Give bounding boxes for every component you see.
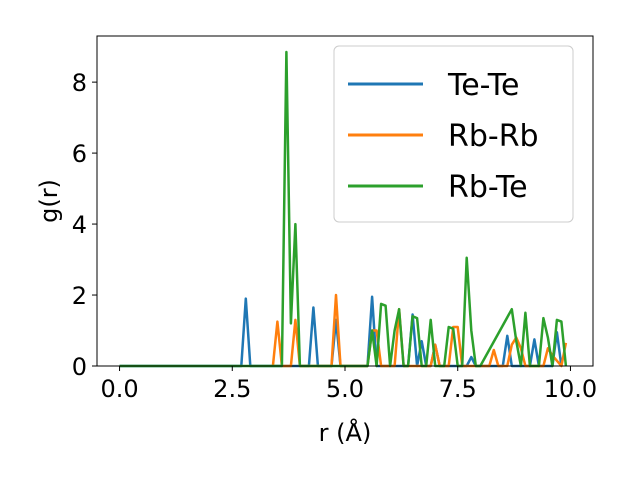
x-tick-label: 0.0 — [100, 375, 138, 403]
legend: Te-Te Rb-Rb Rb-Te — [333, 45, 574, 223]
y-tick-label: 6 — [72, 140, 87, 168]
y-tick-label: 4 — [72, 211, 87, 239]
legend-box — [333, 45, 574, 223]
legend-label: Rb-Te — [448, 170, 528, 205]
x-axis-label: r (Å) — [319, 418, 372, 447]
y-tick-label: 0 — [72, 353, 87, 381]
x-tick-label: 2.5 — [213, 375, 251, 403]
x-tick-label: 7.5 — [439, 375, 477, 403]
y-tick-label: 2 — [72, 282, 87, 310]
y-axis-label: g(r) — [35, 179, 63, 223]
ticks-layer: 0.0 2.5 5.0 7.5 10.0 0 2 4 6 8 — [72, 69, 597, 403]
legend-label: Rb-Rb — [448, 119, 539, 154]
x-tick-label: 5.0 — [326, 375, 364, 403]
y-tick-label: 8 — [72, 69, 87, 97]
legend-label: Te-Te — [447, 68, 519, 103]
x-tick-label: 10.0 — [544, 375, 597, 403]
